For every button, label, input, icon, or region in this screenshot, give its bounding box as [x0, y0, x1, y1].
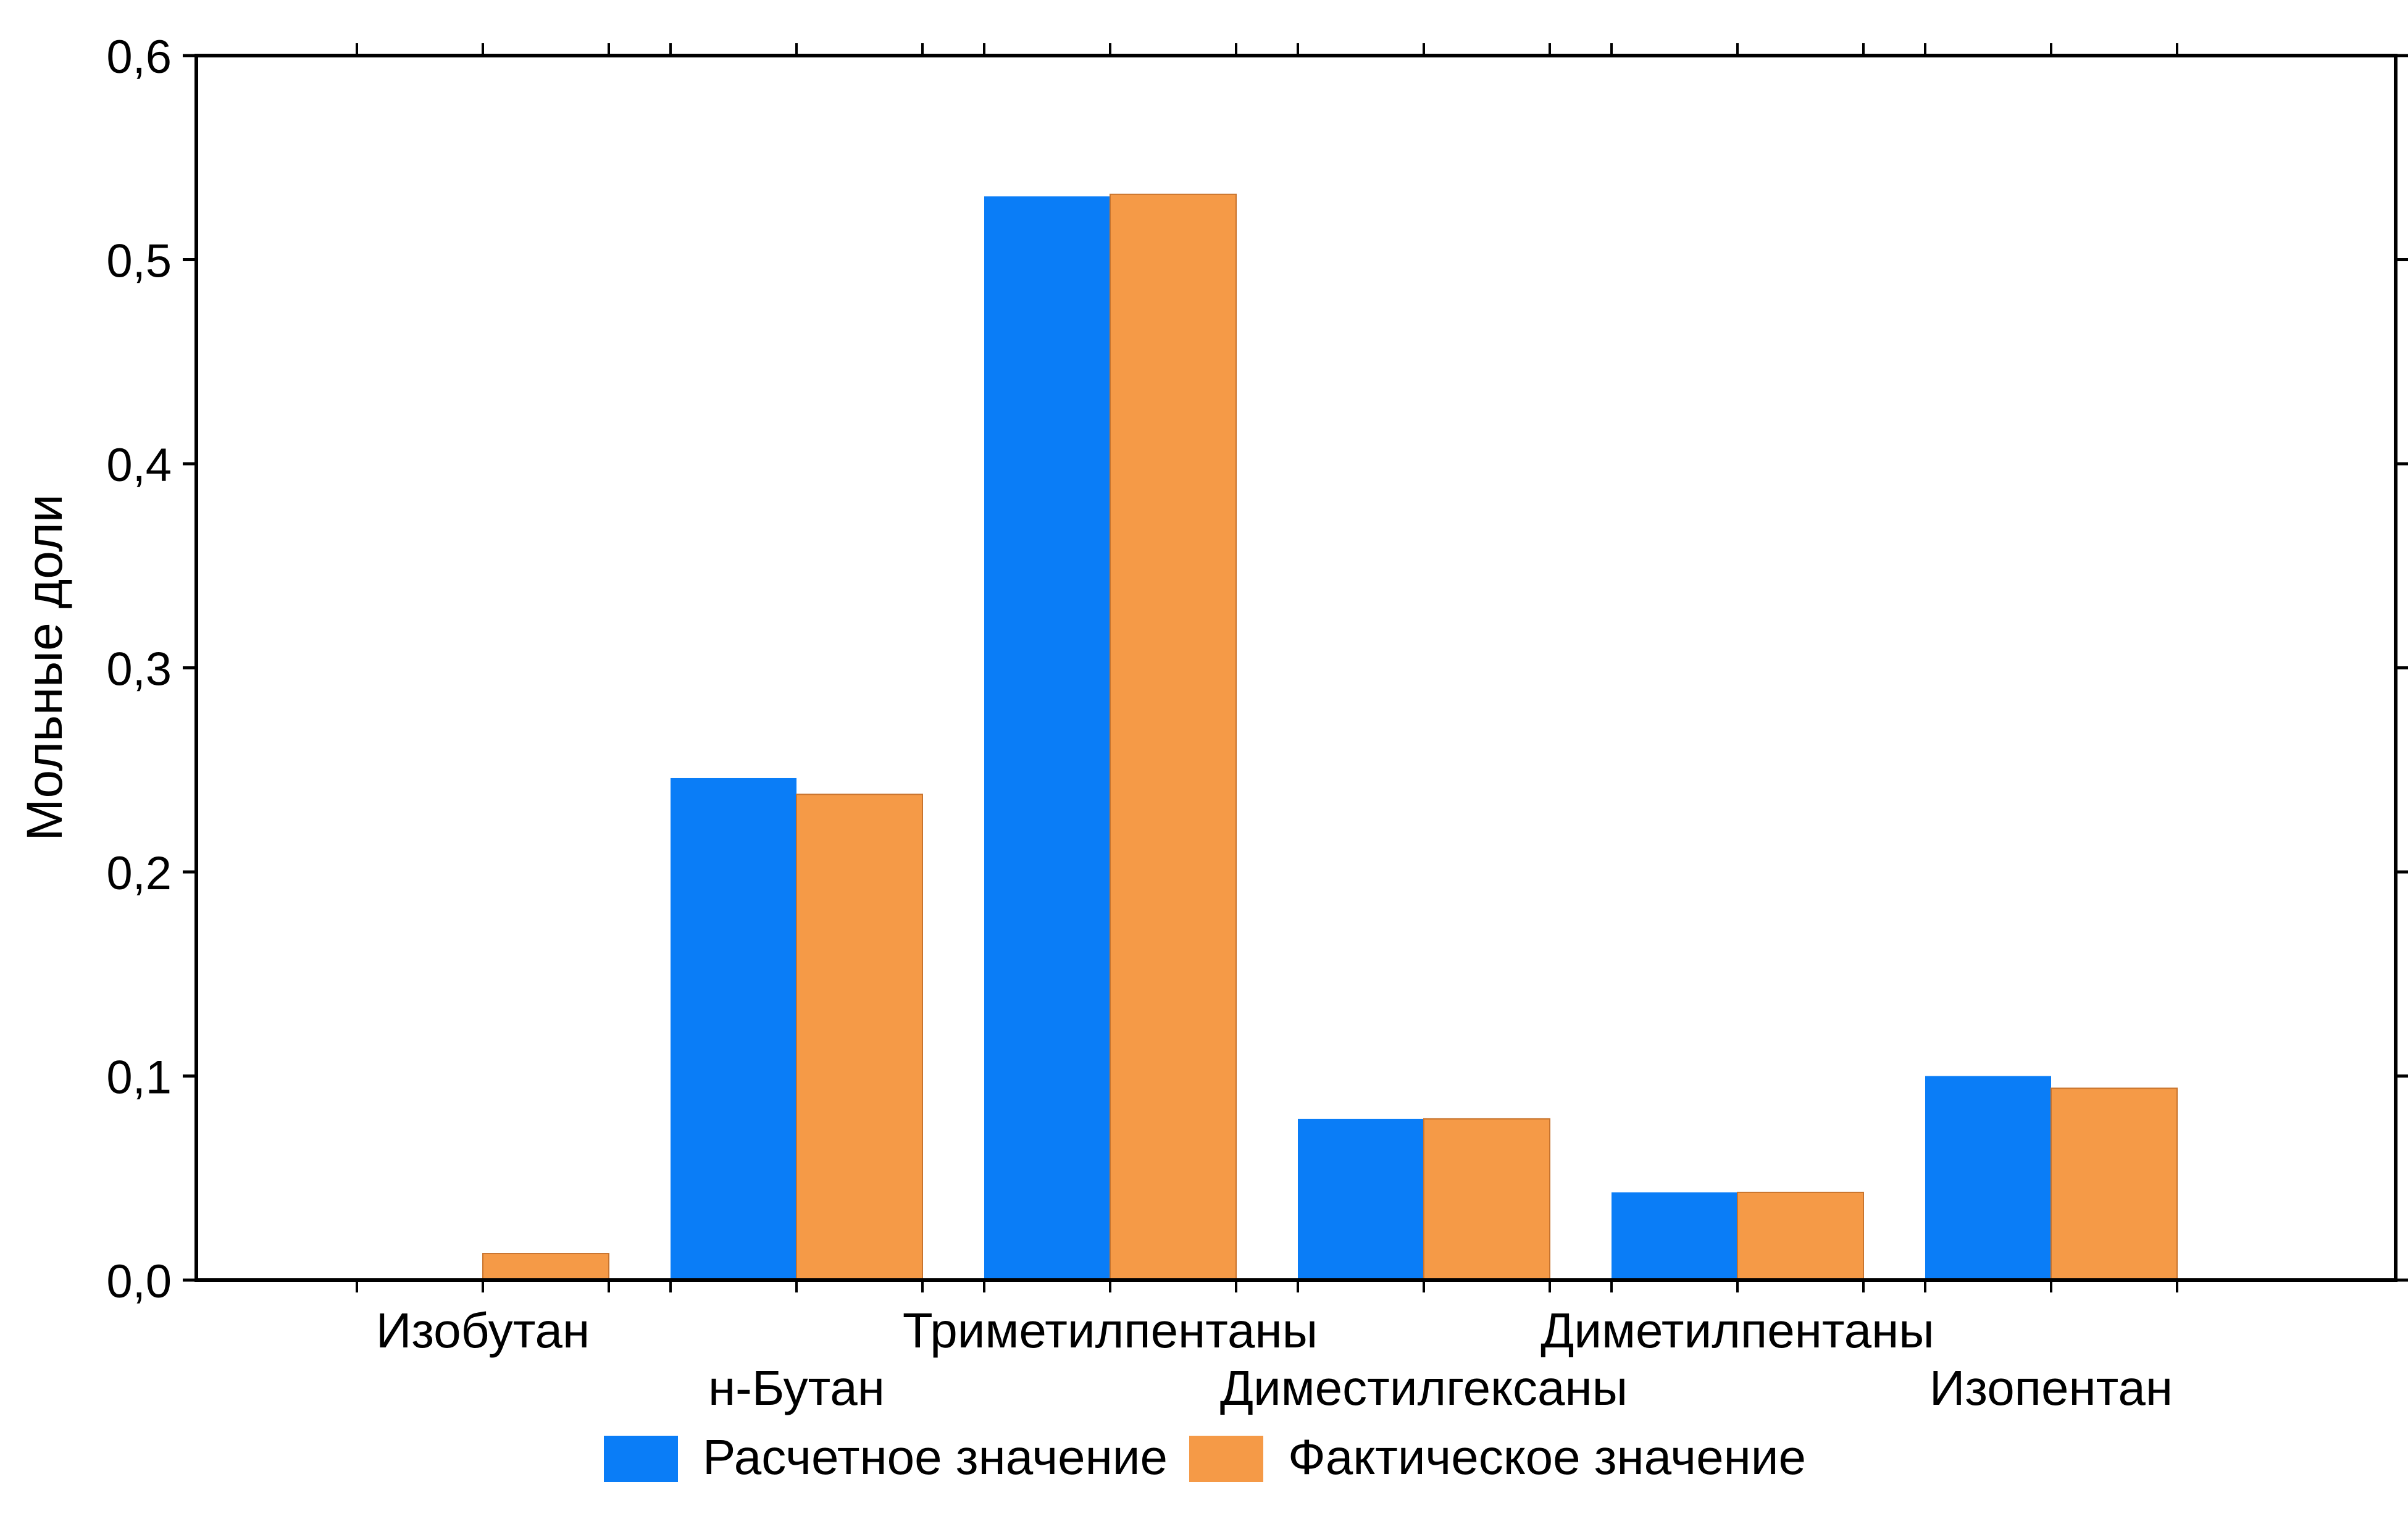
y-tick-label: 0,4: [106, 439, 172, 492]
x-tick-label: Изопентан: [1929, 1360, 2173, 1415]
y-tick-label: 0,1: [106, 1052, 172, 1104]
x-tick-label: Изобутан: [376, 1303, 590, 1358]
x-tick-labels: Изобутан н-Бутан ТриметилпентаныДиместилге…: [376, 1303, 2173, 1415]
bar: [796, 794, 923, 1281]
bars-group: [482, 193, 2178, 1281]
bar: [2051, 1087, 2178, 1281]
bar: [1110, 193, 1237, 1281]
bar: [1612, 1192, 1737, 1280]
y-tick-label: 0,5: [106, 235, 172, 288]
bar: [482, 1253, 609, 1281]
bar: [1423, 1118, 1550, 1281]
y-tick-label: 0,0: [106, 1255, 172, 1308]
legend-swatch: [1189, 1436, 1263, 1482]
y-tick-label: 0,2: [106, 847, 172, 900]
y-tick-marks: [183, 54, 2408, 1282]
bar: [1925, 1076, 2051, 1280]
y-axis-label: Мольные доли: [17, 494, 73, 841]
x-tick-label: Триметилпентаны: [903, 1303, 1318, 1358]
x-tick-label: Диместилгексаны: [1220, 1360, 1628, 1415]
y-tick-label: 0,3: [106, 643, 172, 696]
bar: [1298, 1118, 1424, 1280]
y-tick-labels: 0,0 0,1 0,2 0,3 0,4 0,5 0,6: [106, 31, 172, 1308]
x-tick-marks: [356, 43, 2178, 1292]
x-tick-label: н-Бутан: [708, 1360, 885, 1415]
legend-label: Фактическое значение: [1288, 1430, 1806, 1485]
plot-frame: [194, 54, 2398, 1282]
x-tick-label: Диметилпентаны: [1541, 1303, 1934, 1358]
legend-swatch: [604, 1436, 678, 1482]
bar: [984, 196, 1110, 1280]
bar: [1737, 1191, 1864, 1281]
bar: [671, 777, 796, 1280]
y-tick-label: 0,6: [106, 31, 172, 83]
legend: Расчетное значение Фактическое значение: [604, 1430, 1806, 1485]
legend-label: Расчетное значение: [703, 1430, 1168, 1485]
